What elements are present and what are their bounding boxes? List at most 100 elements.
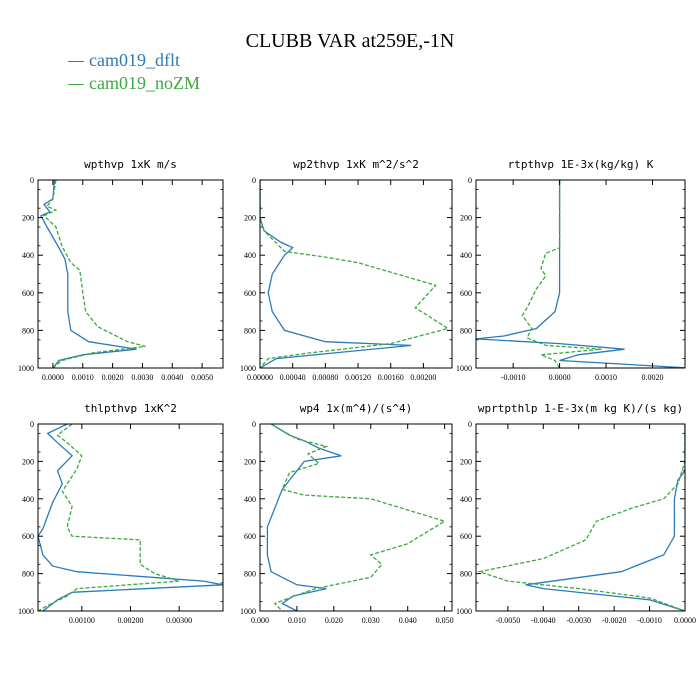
x-tick-label: -0.0040 (531, 616, 556, 625)
x-tick-label: -0.0050 (496, 616, 521, 625)
y-tick-label: 400 (460, 495, 472, 504)
plot-panel-3: rtpthvp 1E-3x(kg/kg) K 0 200 400 600 800 1000 -… (456, 158, 686, 382)
series-line-dflt (40, 180, 137, 368)
x-tick-label: 0.0030 (131, 373, 153, 382)
plot-title: wpthvp 1xK m/s (84, 158, 177, 171)
x-tick-label: 0.00120 (345, 373, 371, 382)
plot-frame (475, 179, 686, 369)
y-tick-label: 800 (244, 326, 256, 335)
y-tick-label: 600 (22, 532, 34, 541)
y-tick-label: 600 (460, 289, 472, 298)
plot-panel-6: wprtpthlp 1-E-3x(m kg K)/(s kg) 0 200 400 60… (456, 402, 696, 625)
plot-title: thlpthvp 1xK^2 (84, 402, 177, 415)
y-tick-label: 800 (22, 326, 34, 335)
y-tick-label: 200 (244, 214, 256, 223)
y-tick-label: 800 (244, 570, 256, 579)
y-tick-label: 0 (30, 420, 34, 429)
plot-title: wprtpthlp 1-E-3x(m kg K)/(s kg) (478, 402, 683, 415)
legend-entry-nozm: cam019_noZM (68, 73, 200, 94)
plot-frame (37, 179, 224, 369)
y-tick-label: 1000 (456, 607, 472, 616)
x-tick-label: 0.00160 (378, 373, 404, 382)
x-tick-label: 0.030 (362, 616, 380, 625)
x-tick-label: 0.020 (325, 616, 343, 625)
plot-panel-1: wpthvp 1xK m/s 0 200 400 600 800 1000 0.0000 0.0… (18, 158, 224, 382)
x-tick-label: -0.0020 (602, 616, 627, 625)
plot-frame (475, 423, 686, 612)
y-tick-label: 1000 (240, 607, 256, 616)
y-tick-label: 400 (244, 251, 256, 260)
series-line-dflt (38, 424, 223, 611)
x-tick-label: -0.0030 (566, 616, 591, 625)
x-tick-label: 0.00000 (247, 373, 273, 382)
y-tick-label: 200 (22, 457, 34, 466)
legend-label: cam019_dflt (89, 50, 180, 70)
x-tick-label: -0.0010 (501, 373, 526, 382)
y-tick-label: 800 (22, 570, 34, 579)
x-tick-label: 0.040 (399, 616, 417, 625)
series-line-nozm (521, 180, 602, 368)
x-tick-label: 0.010 (288, 616, 306, 625)
y-tick-label: 0 (252, 420, 256, 429)
x-tick-label: 0.0010 (595, 373, 617, 382)
series-line-dflt (260, 180, 412, 368)
series-line-dflt (476, 180, 685, 368)
y-tick-label: 400 (22, 495, 34, 504)
x-tick-label: 0.00200 (410, 373, 436, 382)
plot-panel-4: thlpthvp 1xK^2 0 200 400 600 800 1000 0.00100 0.… (18, 402, 224, 625)
x-tick-label: -0.0010 (637, 616, 662, 625)
y-tick-label: 800 (460, 570, 472, 579)
y-tick-label: 1000 (240, 364, 256, 373)
y-tick-label: 400 (22, 251, 34, 260)
y-tick-label: 200 (460, 457, 472, 466)
series-line-nozm (42, 180, 146, 368)
x-tick-label: 0.00200 (118, 616, 144, 625)
y-tick-label: 0 (252, 176, 256, 185)
y-tick-label: 600 (244, 532, 256, 541)
series-line-nozm (270, 424, 447, 611)
legend-entry-dflt: cam019_dflt (68, 50, 180, 71)
x-tick-label: 0.0020 (102, 373, 124, 382)
series-line-nozm (260, 180, 450, 368)
y-tick-label: 200 (244, 457, 256, 466)
legend-line-icon (68, 61, 84, 63)
x-tick-label: 0.0010 (72, 373, 94, 382)
plot-frame (37, 423, 224, 612)
y-tick-label: 0 (468, 176, 472, 185)
y-tick-label: 600 (22, 289, 34, 298)
plot-panel-2: wp2thvp 1xK m^2/s^2020040060080010000.00… (240, 158, 453, 382)
plot-title: wp4 1x(m^4)/(s^4) (300, 402, 413, 415)
y-tick-label: 0 (30, 176, 34, 185)
y-tick-label: 600 (460, 532, 472, 541)
x-tick-label: 0.0000 (674, 616, 696, 625)
y-tick-label: 1000 (18, 607, 34, 616)
x-tick-label: 0.00100 (69, 616, 95, 625)
x-tick-label: 0.0000 (549, 373, 571, 382)
y-tick-label: 0 (468, 420, 472, 429)
y-tick-label: 1000 (18, 364, 34, 373)
y-tick-label: 400 (460, 251, 472, 260)
series-line-dflt (525, 424, 685, 611)
x-tick-label: 0.00080 (312, 373, 338, 382)
x-tick-label: 0.0040 (161, 373, 183, 382)
plot-frame (259, 423, 453, 612)
y-tick-label: 600 (244, 289, 256, 298)
y-tick-label: 200 (460, 214, 472, 223)
plot-frame (259, 179, 453, 369)
x-tick-label: 0.050 (436, 616, 454, 625)
series-line-nozm (476, 424, 685, 611)
plot-title: wp2thvp 1xK m^2/s^2 (293, 158, 419, 171)
x-tick-label: 0.0020 (641, 373, 663, 382)
page-title: CLUBB VAR at259E,-1N (245, 30, 455, 52)
x-tick-label: 0.0000 (42, 373, 64, 382)
y-tick-label: 200 (22, 214, 34, 223)
series-line-nozm (38, 424, 180, 611)
x-tick-label: 0.00300 (166, 616, 192, 625)
plot-title: rtpthvp 1E-3x(kg/kg) K (508, 158, 654, 171)
y-tick-label: 800 (460, 326, 472, 335)
x-tick-label: 0.000 (251, 616, 269, 625)
series-line-dflt (266, 424, 342, 611)
legend-label: cam019_noZM (89, 73, 200, 93)
